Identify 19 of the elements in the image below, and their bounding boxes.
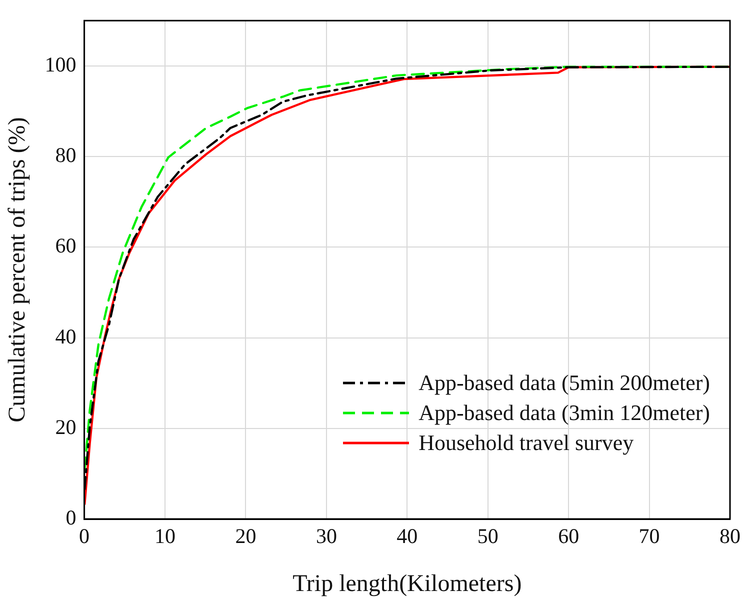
legend-label: App-based data (3min 120meter) — [418, 399, 710, 427]
x-tick-label: 50 — [477, 524, 498, 548]
y-axis-title: Cumulative percent of trips (%) — [4, 117, 31, 422]
x-tick-label: 10 — [154, 524, 176, 548]
x-tick-label: 80 — [720, 524, 740, 548]
legend-label: App-based data (5min 200meter) — [418, 369, 710, 397]
y-tick-label: 20 — [55, 414, 76, 439]
x-tick-label: 70 — [638, 524, 660, 548]
y-tick-label: 40 — [55, 324, 76, 348]
x-tick-label: 60 — [558, 524, 580, 548]
x-tick-label: 20 — [235, 524, 256, 548]
x-tick-label: 40 — [396, 524, 418, 548]
legend-label: Household travel survey — [418, 429, 634, 457]
y-tick-label: 100 — [44, 52, 76, 76]
x-tick-label: 30 — [316, 524, 337, 548]
y-tick-label: 0 — [66, 506, 76, 530]
x-axis-title: Trip length(Kilometers) — [292, 570, 522, 597]
y-tick-label: 60 — [55, 234, 76, 258]
y-tick-label: 80 — [55, 143, 76, 168]
